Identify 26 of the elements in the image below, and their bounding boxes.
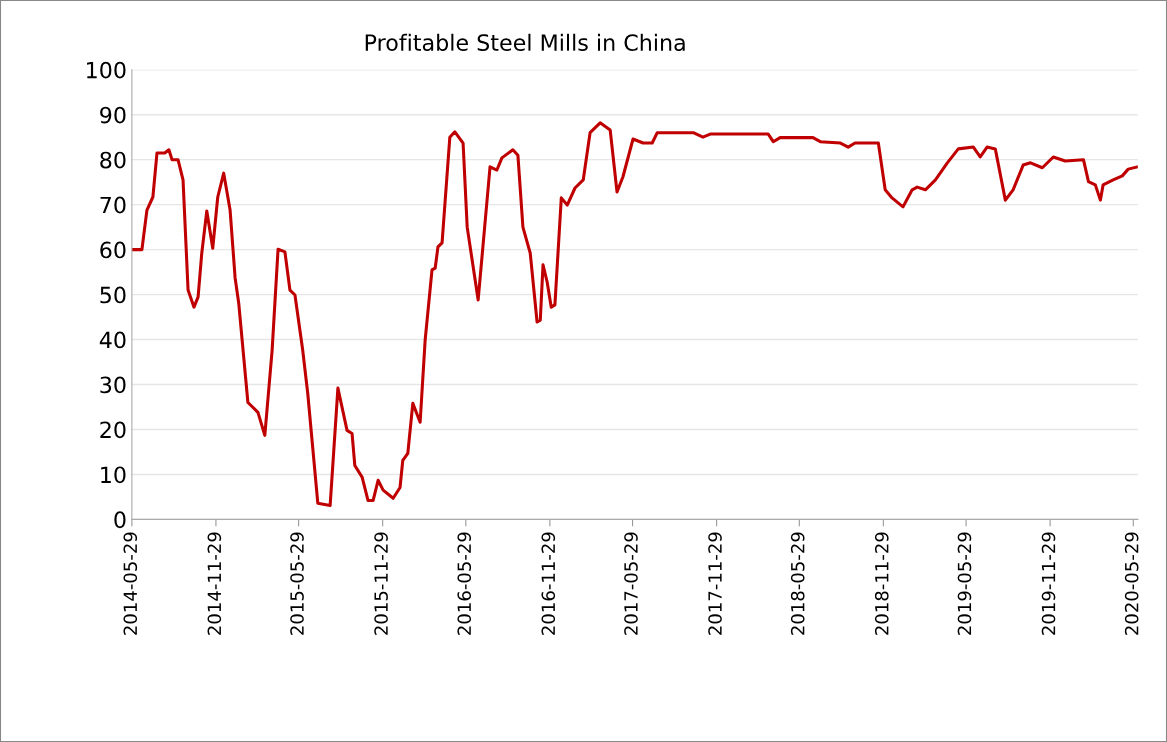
x-tick-label: 2015-11-29 (374, 532, 388, 635)
y-tick-label: 60 (100, 241, 126, 259)
y-tick-label: 70 (100, 196, 126, 214)
y-tick-label: 0 (114, 511, 126, 529)
y-tick-label: 80 (100, 151, 126, 169)
x-tick-label: 2017-05-29 (624, 532, 638, 635)
x-tick-label: 2019-05-29 (957, 532, 972, 635)
line-series (131, 121, 1138, 507)
x-tick-label: 2017-11-29 (708, 532, 722, 635)
x-tick-label: 2016-05-29 (457, 532, 472, 635)
x-tick-label: 2016-11-29 (541, 532, 556, 635)
y-tick-label: 100 (87, 61, 126, 79)
x-tick-label: 2015-05-29 (290, 532, 304, 635)
x-tick-label: 2018-05-29 (790, 532, 805, 635)
x-tick-label: 2014-05-29 (123, 532, 138, 635)
y-tick-label: 30 (100, 376, 126, 394)
x-tick-label: 2019-11-29 (1041, 532, 1056, 635)
y-tick-label: 40 (99, 331, 126, 349)
y-tick-label: 10 (101, 466, 126, 484)
x-tick-label: 2018-11-29 (874, 532, 889, 635)
chart-title: Profitable Steel Mills in China (365, 33, 685, 51)
y-tick-label: 90 (100, 106, 126, 124)
y-tick-label: 50 (100, 286, 126, 304)
x-tick-label: 2020-05-29 (1124, 532, 1139, 635)
y-tick-label: 20 (100, 421, 126, 439)
x-tick-label: 2014-11-29 (207, 532, 222, 635)
